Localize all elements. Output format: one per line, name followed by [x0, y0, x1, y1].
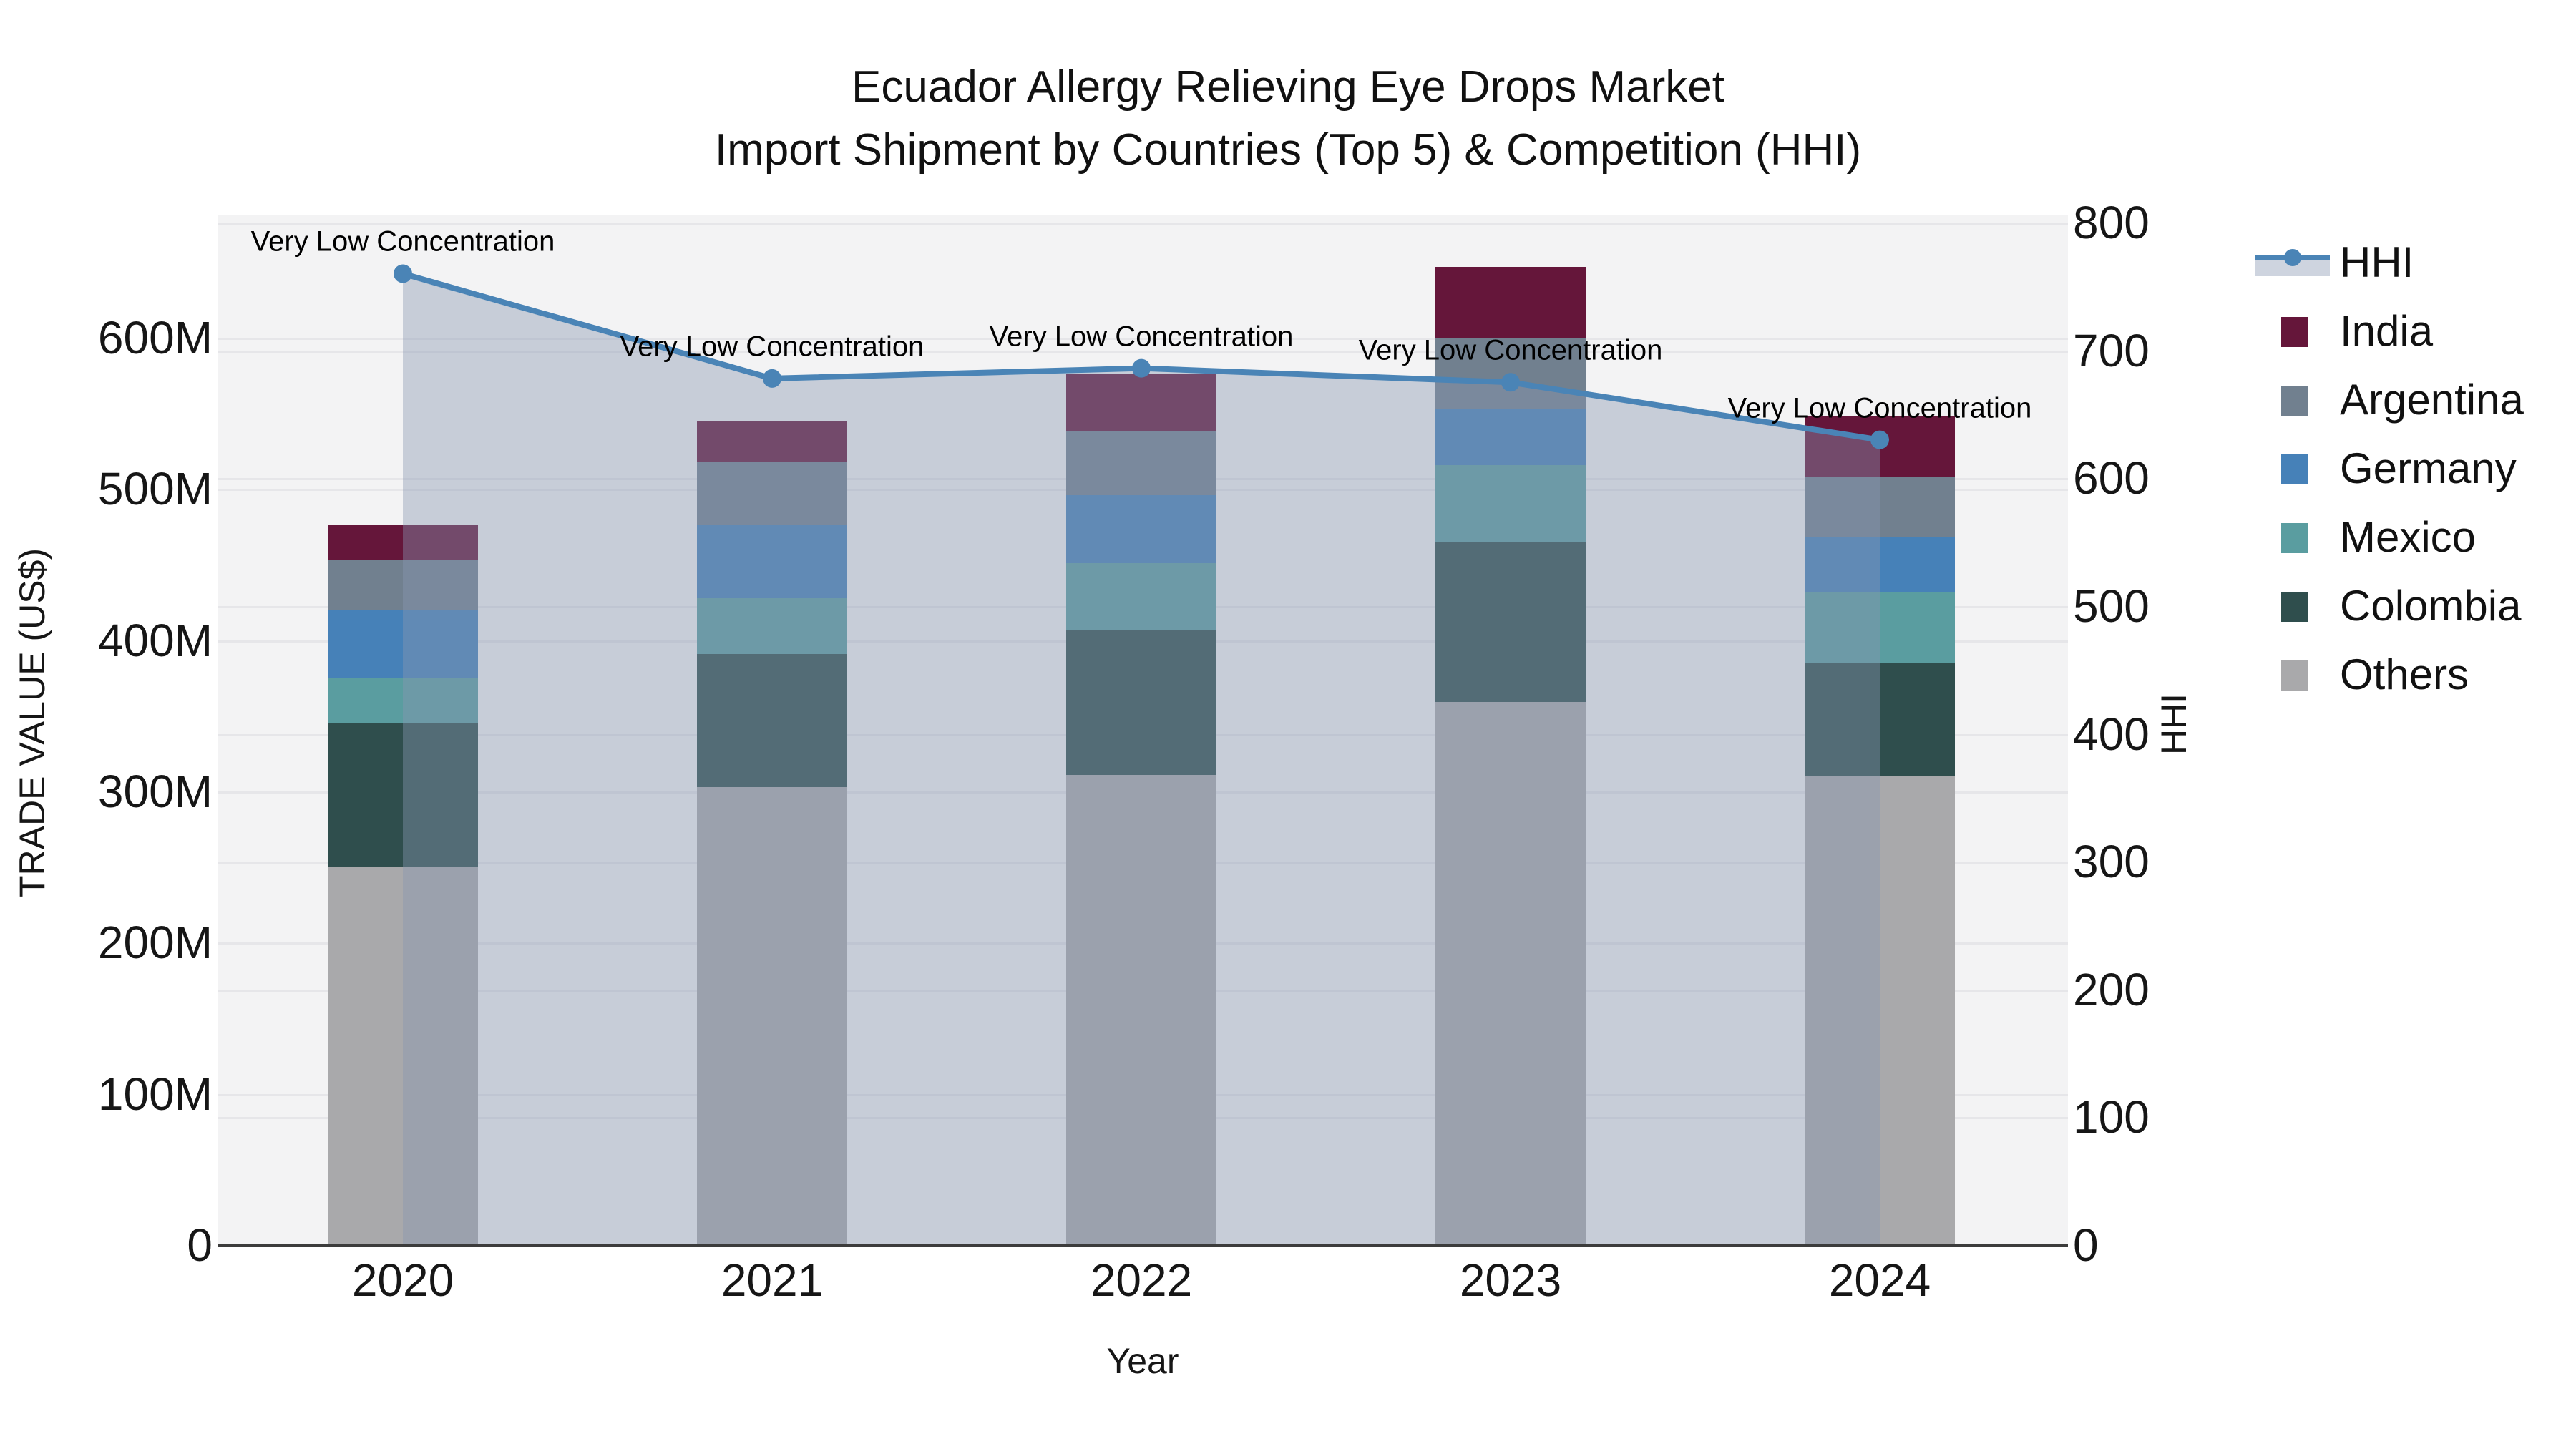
- bar-segment-mexico-2024: [1805, 592, 1955, 663]
- legend-item-germany: Germany: [2254, 435, 2569, 504]
- x-tick-2023: 2023: [1459, 1254, 1562, 1306]
- bar-segment-mexico-2023: [1435, 464, 1586, 542]
- bar-segment-colombia-2021: [697, 653, 847, 787]
- hhi-marker-2020: [394, 264, 412, 283]
- legend-label-argentina: Argentina: [2340, 375, 2524, 424]
- bar-segment-germany-2020: [328, 610, 478, 678]
- chart-title-line2: Import Shipment by Countries (Top 5) & C…: [714, 125, 1862, 175]
- annotation-2024: Very Low Concentration: [1727, 392, 2032, 424]
- bar-segment-argentina-2024: [1805, 477, 1955, 537]
- y-right-tick-600: 600: [2073, 452, 2150, 504]
- gridline: [218, 223, 2068, 225]
- bar-segment-mexico-2022: [1066, 562, 1216, 630]
- y-left-tick-100M: 100M: [97, 1068, 213, 1120]
- gridline: [218, 338, 2068, 341]
- y-right-tick-300: 300: [2073, 836, 2150, 888]
- y-left-tick-200M: 200M: [97, 917, 213, 969]
- bar-segment-colombia-2022: [1066, 629, 1216, 775]
- legend-label-india: India: [2340, 306, 2434, 355]
- bar-segment-india-2021: [697, 421, 847, 462]
- y-axis-label-left: TRADE VALUE (US$): [12, 547, 52, 898]
- bar-segment-argentina-2020: [328, 560, 478, 610]
- x-axis-label: Year: [1106, 1341, 1179, 1381]
- gridline: [218, 350, 2068, 353]
- hhi-marker-2024: [1870, 430, 1889, 449]
- y-left-tick-500M: 500M: [97, 463, 213, 515]
- legend-swatch-others: [2281, 660, 2308, 691]
- bar-segment-colombia-2024: [1805, 663, 1955, 776]
- hhi-marker-2021: [763, 369, 781, 388]
- bar-segment-argentina-2021: [697, 462, 847, 526]
- legend-item-argentina: Argentina: [2254, 366, 2569, 435]
- y-right-tick-800: 800: [2073, 197, 2150, 248]
- legend-label-others: Others: [2340, 650, 2469, 698]
- bar-segment-mexico-2021: [697, 597, 847, 654]
- legend-swatch-germany: [2281, 454, 2308, 484]
- legend-label-germany: Germany: [2340, 444, 2517, 492]
- plot-area: [218, 215, 2068, 1245]
- y-left-tick-600M: 600M: [97, 312, 213, 364]
- legend-swatch-argentina: [2281, 386, 2308, 416]
- annotation-2021: Very Low Concentration: [620, 331, 924, 363]
- bar-segment-colombia-2020: [328, 723, 478, 867]
- bar-segment-germany-2022: [1066, 494, 1216, 563]
- legend-label-mexico: Mexico: [2340, 512, 2477, 561]
- x-tick-2021: 2021: [721, 1254, 824, 1306]
- legend-swatch-colombia: [2281, 592, 2308, 622]
- bar-segment-mexico-2020: [328, 678, 478, 723]
- x-tick-2020: 2020: [351, 1254, 454, 1306]
- chart-title: Ecuador Allergy Relieving Eye Drops Mark…: [715, 56, 1861, 182]
- x-tick-2022: 2022: [1090, 1254, 1193, 1306]
- bar-segment-others-2020: [328, 867, 478, 1245]
- legend-item-hhi: HHI: [2254, 229, 2569, 298]
- bar-segment-germany-2021: [697, 525, 847, 598]
- hhi-marker-2022: [1132, 358, 1151, 378]
- y-right-tick-200: 200: [2073, 963, 2150, 1015]
- hhi-marker-2023: [1501, 373, 1520, 392]
- bar-segment-argentina-2022: [1066, 431, 1216, 495]
- bar-segment-others-2021: [697, 786, 847, 1245]
- bar-segment-germany-2023: [1435, 409, 1586, 465]
- y-right-tick-100: 100: [2073, 1091, 2150, 1143]
- bar-segment-others-2022: [1066, 774, 1216, 1245]
- bar-segment-others-2023: [1435, 702, 1586, 1245]
- y-left-tick-300M: 300M: [97, 766, 213, 817]
- legend-label-hhi: HHI: [2340, 238, 2414, 286]
- legend-label-colombia: Colombia: [2340, 581, 2522, 630]
- bar-segment-others-2024: [1805, 776, 1955, 1245]
- bar-segment-india-2022: [1066, 374, 1216, 432]
- annotation-2022: Very Low Concentration: [989, 321, 1294, 353]
- x-tick-2024: 2024: [1828, 1254, 1931, 1306]
- annotation-2020: Very Low Concentration: [250, 225, 555, 258]
- bar-segment-india-2023: [1435, 266, 1586, 338]
- bar-segment-germany-2024: [1805, 537, 1955, 592]
- legend-item-mexico: Mexico: [2254, 504, 2569, 572]
- y-left-tick-400M: 400M: [97, 614, 213, 666]
- y-right-tick-700: 700: [2073, 324, 2150, 376]
- legend-item-india: India: [2254, 298, 2569, 366]
- y-right-tick-0: 0: [2073, 1219, 2099, 1271]
- y-right-tick-400: 400: [2073, 708, 2150, 760]
- bar-segment-colombia-2023: [1435, 542, 1586, 703]
- chart-title-line1: Ecuador Allergy Relieving Eye Drops Mark…: [852, 62, 1724, 112]
- legend-swatch-india: [2281, 317, 2308, 347]
- y-axis-label-right: HHI: [2154, 693, 2194, 756]
- y-left-tick-0: 0: [187, 1219, 213, 1271]
- legend-item-others: Others: [2254, 641, 2569, 710]
- legend-swatch-mexico: [2281, 523, 2308, 553]
- annotation-2023: Very Low Concentration: [1358, 334, 1663, 366]
- y-right-tick-500: 500: [2073, 580, 2150, 632]
- hhi-area-fill: [403, 273, 1880, 1246]
- x-axis-line: [218, 1244, 2068, 1247]
- legend-item-colombia: Colombia: [2254, 572, 2569, 641]
- hhi-legend-handle-icon: [2254, 249, 2331, 278]
- bar-segment-india-2020: [328, 525, 478, 560]
